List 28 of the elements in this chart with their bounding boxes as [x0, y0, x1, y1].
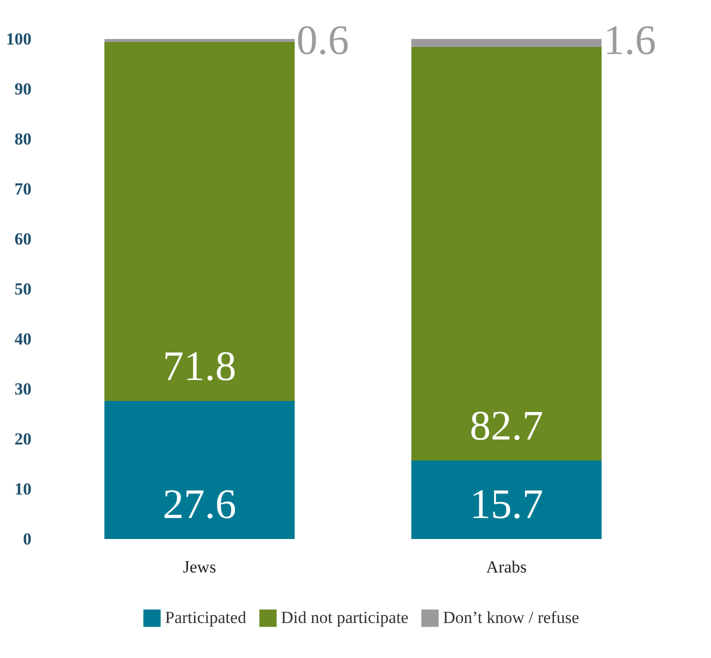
legend-label: Don’t know / refuse: [443, 608, 580, 628]
bar: [104, 42, 295, 401]
y-tick-label: 50: [14, 280, 32, 298]
bar: [411, 47, 602, 460]
x-tick-label: Jews: [183, 558, 216, 576]
data-label: 0.6: [296, 18, 350, 64]
data-label: 71.8: [162, 344, 236, 390]
y-tick-label: 100: [6, 30, 32, 48]
x-tick-label: Arabs: [486, 558, 527, 576]
data-label: 15.7: [470, 482, 544, 528]
y-tick-label: 70: [14, 180, 32, 198]
data-label: 1.6: [603, 18, 656, 64]
data-label: 82.7: [470, 404, 544, 450]
y-tick-label: 10: [14, 480, 32, 498]
y-tick-label: 60: [14, 230, 32, 248]
y-tick-label: 80: [14, 130, 32, 148]
bar: [411, 460, 602, 539]
bar: [411, 39, 602, 47]
legend-label: Did not participate: [281, 608, 408, 628]
bar: [104, 401, 295, 539]
y-tick-label: 40: [14, 330, 32, 348]
bar: [104, 39, 295, 42]
y-tick-label: 20: [14, 430, 32, 448]
y-tick-label: 90: [14, 80, 32, 98]
y-tick-label: 0: [23, 530, 32, 548]
y-tick-label: 30: [14, 380, 32, 398]
data-label: 27.6: [162, 482, 236, 528]
legend-label: Participated: [165, 608, 247, 628]
